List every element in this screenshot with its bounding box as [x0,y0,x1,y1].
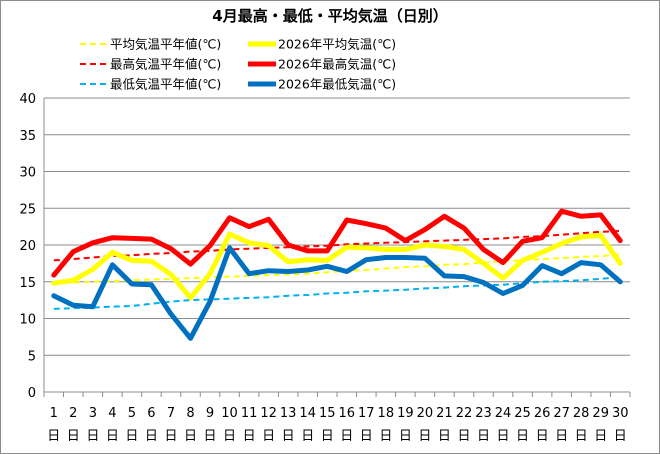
x-tick-label-suffix: 日 [497,429,510,444]
x-tick-label-suffix: 日 [184,429,197,444]
legend-label-1: 2026年平均気温(℃) [278,37,396,52]
x-tick-label-suffix: 日 [145,429,158,444]
series-line-1 [51,231,623,301]
y-tick-label: 35 [19,129,36,144]
x-tick-label-suffix: 日 [243,429,256,444]
x-tick-label-suffix: 日 [67,429,80,444]
x-tick-label-suffix: 日 [614,429,627,444]
x-tick-label: 19 [397,406,414,421]
x-tick-label: 5 [128,406,136,421]
x-tick-label-suffix: 日 [360,429,373,444]
x-tick-label-suffix: 日 [47,429,60,444]
series-line-2 [53,230,621,262]
x-tick-label-suffix: 日 [125,429,138,444]
x-tick-label: 17 [358,406,375,421]
y-tick-label: 0 [28,386,36,401]
y-tick-label: 10 [19,313,36,328]
x-tick-label: 14 [299,406,316,421]
y-tick-labels: 0 5 10 15 20 25 30 35 40 [19,92,36,401]
x-tick-label: 11 [241,406,258,421]
series-line-3 [51,208,623,278]
x-tick-label-suffix: 日 [164,429,177,444]
x-tick-label: 10 [221,406,238,421]
x-tick-label-suffix: 日 [575,429,588,444]
x-tick-label: 25 [514,406,531,421]
x-tick-label-suffix: 日 [594,429,607,444]
x-tick-label: 15 [319,406,336,421]
x-tick-label-suffix: 日 [301,429,314,444]
x-tick-labels: 1日2日3日4日5日6日7日8日9日10日11日12日13日14日15日16日1… [47,406,628,444]
x-tick-label: 26 [534,406,551,421]
x-tick-label: 6 [147,406,155,421]
x-tick-label: 16 [338,406,355,421]
gridlines [44,97,630,356]
legend-label-5: 2026年最低気温(℃) [278,77,396,92]
axes [43,98,631,397]
x-tick-label: 13 [280,406,297,421]
x-tick-label-suffix: 日 [282,429,295,444]
x-tick-label-suffix: 日 [321,429,334,444]
y-tick-label: 30 [19,166,36,181]
legend-label-3: 2026年最高気温(℃) [278,57,396,72]
x-tick-label: 27 [553,406,570,421]
y-tick-label: 20 [19,239,36,254]
x-tick-label: 23 [475,406,492,421]
y-tick-label: 25 [19,202,36,217]
x-tick-label: 24 [495,406,512,421]
x-tick-label: 22 [456,406,473,421]
x-tick-label-suffix: 日 [438,429,451,444]
y-tick-label: 15 [19,276,36,291]
x-tick-label: 12 [260,406,277,421]
x-tick-label-suffix: 日 [86,429,99,444]
series-line-5 [51,245,623,341]
x-tick-label: 4 [108,406,116,421]
x-tick-label-suffix: 日 [516,429,529,444]
y-tick-label: 40 [19,92,36,107]
x-tick-label-suffix: 日 [536,429,549,444]
x-tick-label: 20 [417,406,434,421]
x-tick-label: 29 [592,406,609,421]
series-lines [51,208,623,341]
x-tick-label-suffix: 日 [418,429,431,444]
chart-title: 4月最高・最低・平均気温（日別） [212,7,447,25]
x-tick-label: 9 [206,406,214,421]
x-tick-label: 1 [50,406,58,421]
x-tick-label-suffix: 日 [106,429,119,444]
x-tick-label-suffix: 日 [223,429,236,444]
legend-label-4: 最低気温平年値(℃) [110,77,221,92]
legend: 平均気温平年値(℃) 2026年平均気温(℃) 最高気温平年値(℃) 2026年最高気… [80,37,396,92]
x-tick-label: 3 [89,406,97,421]
x-tick-label-suffix: 日 [399,429,412,444]
x-tick-label-suffix: 日 [555,429,568,444]
legend-label-2: 最高気温平年値(℃) [110,57,221,72]
x-tick-label: 7 [167,406,175,421]
x-tick-label: 2 [69,406,77,421]
legend-label-0: 平均気温平年値(℃) [110,37,221,52]
x-tick-label-suffix: 日 [457,429,470,444]
x-tick-label-suffix: 日 [204,429,217,444]
y-tick-label: 5 [28,349,36,364]
x-tick-label: 8 [186,406,194,421]
x-tick-label-suffix: 日 [379,429,392,444]
x-tick-label: 30 [612,406,629,421]
x-tick-label-suffix: 日 [340,429,353,444]
x-tick-label: 28 [573,406,590,421]
x-tick-label: 21 [436,406,453,421]
x-tick-label-suffix: 日 [477,429,490,444]
x-tick-label-suffix: 日 [262,429,275,444]
x-tick-label: 18 [378,406,395,421]
